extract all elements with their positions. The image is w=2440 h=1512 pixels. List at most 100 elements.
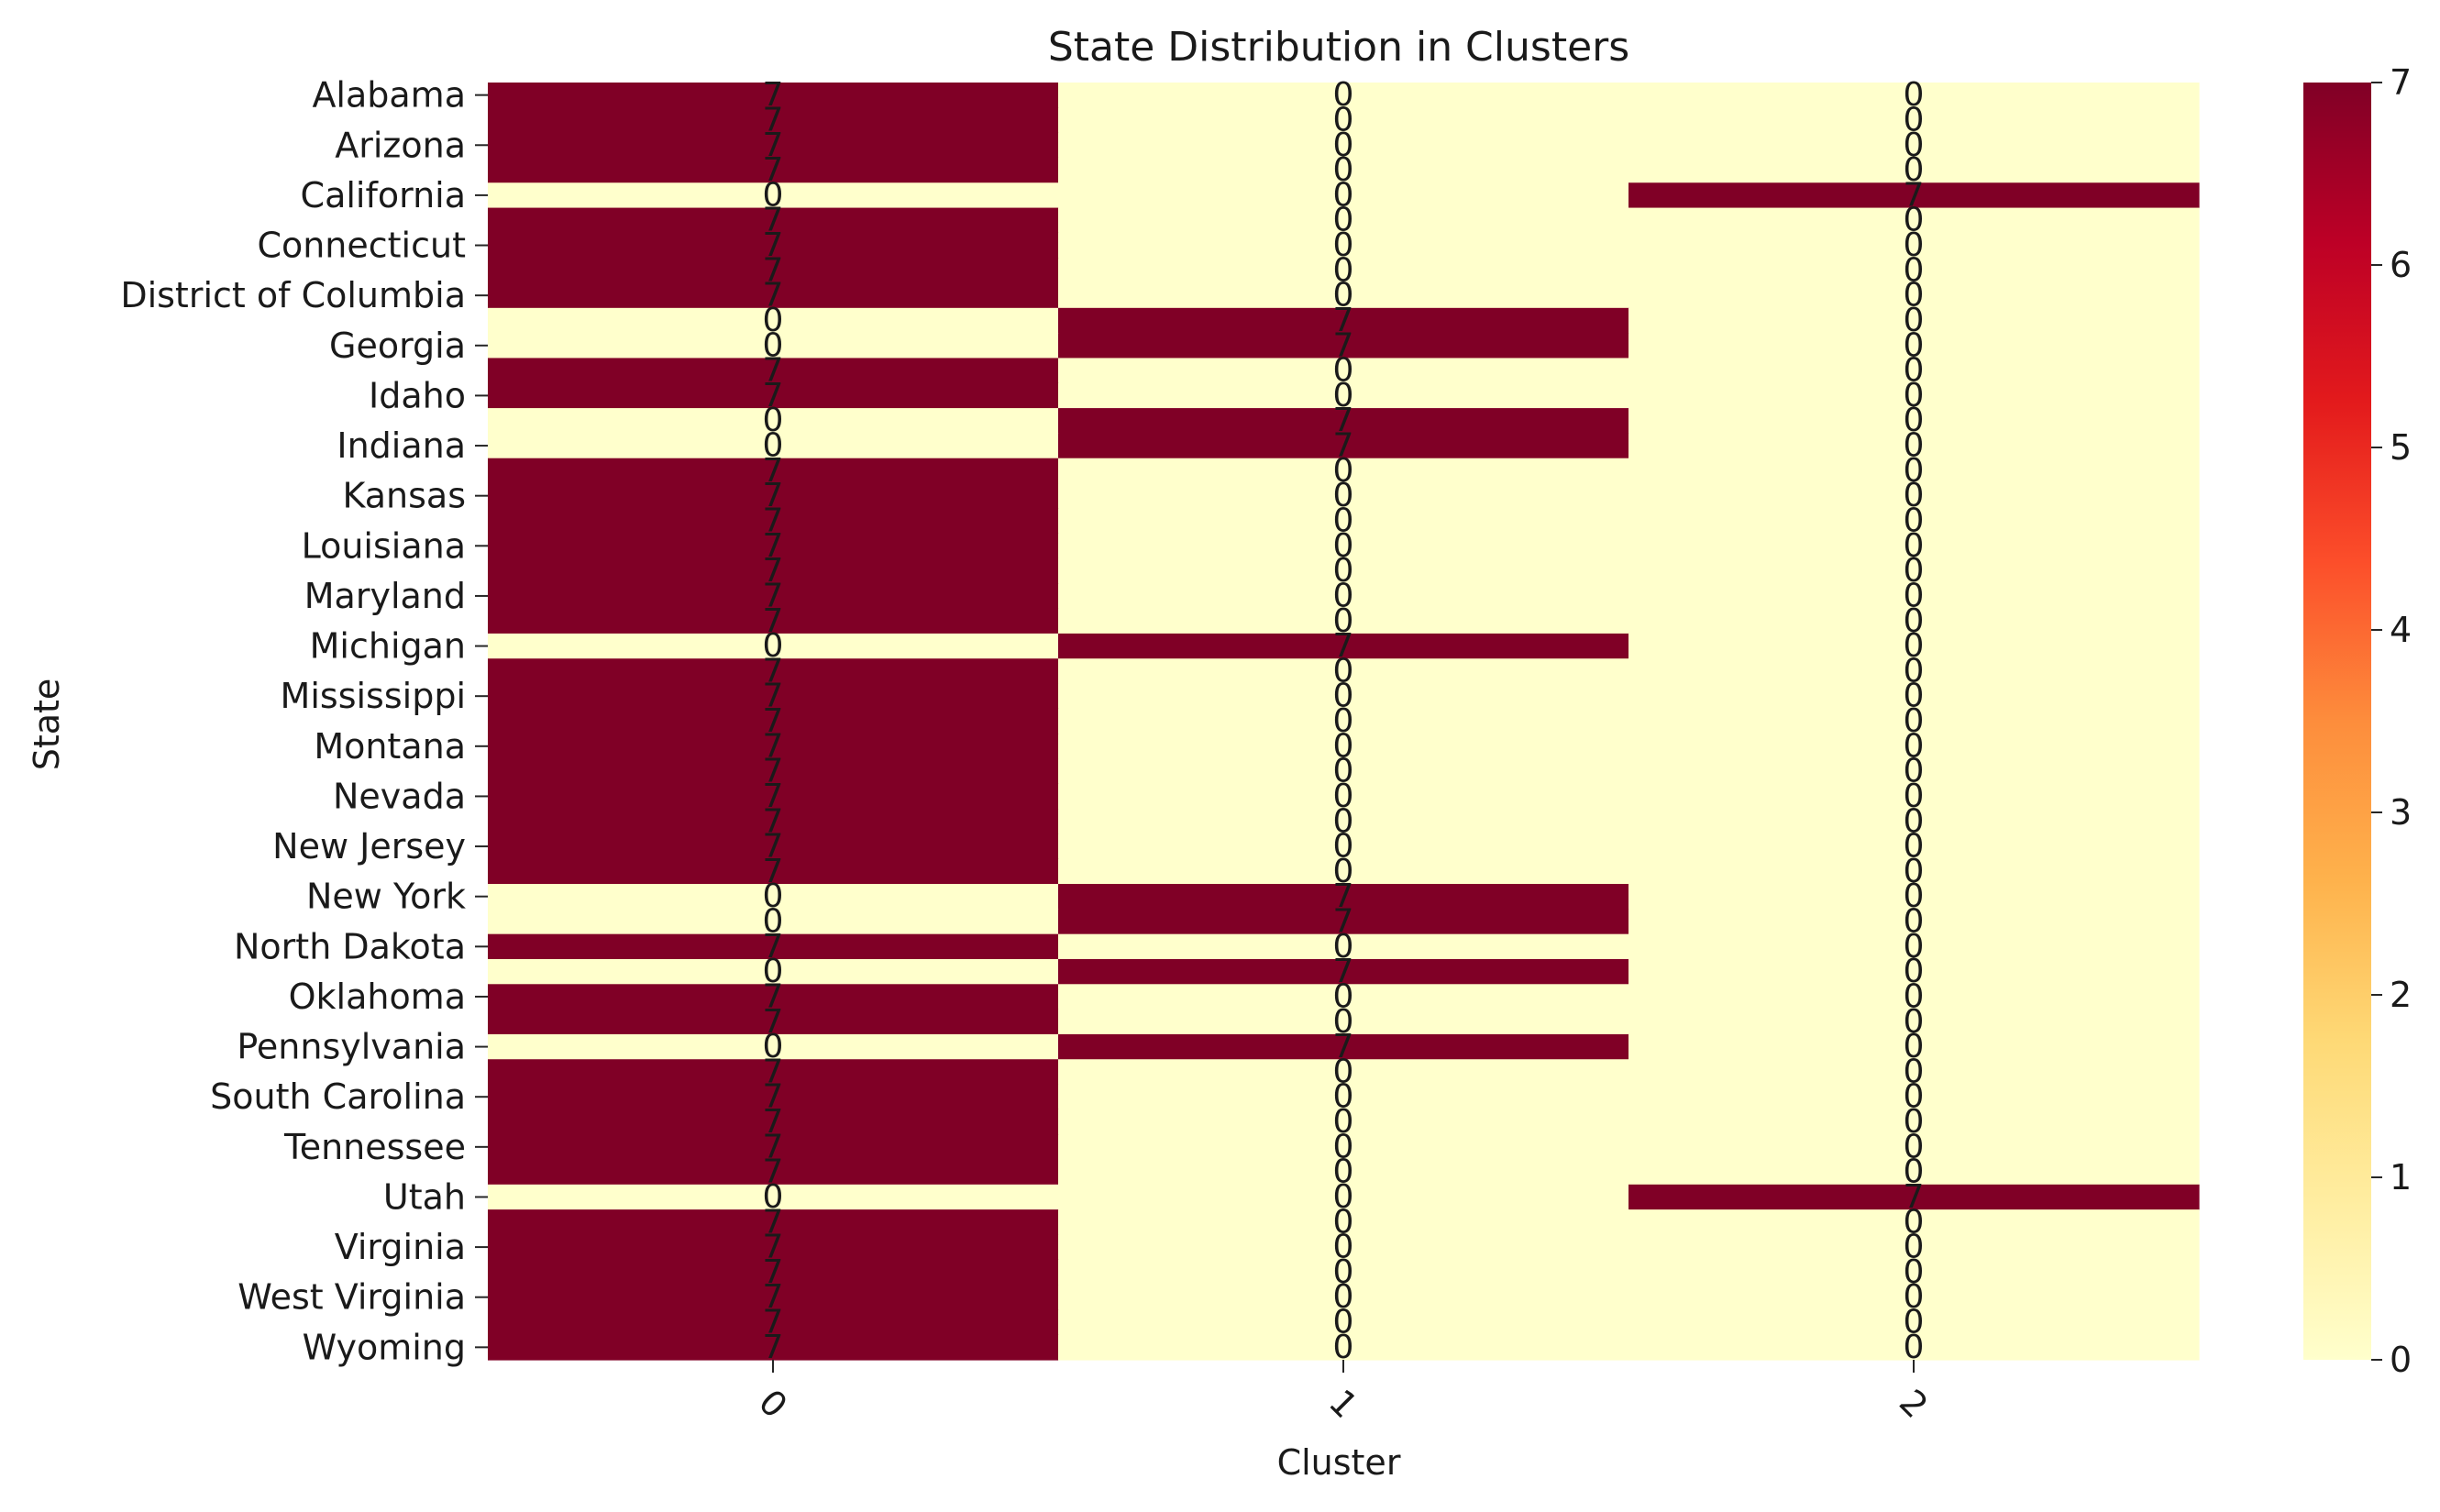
cell-annotation: 0: [1333, 176, 1354, 214]
cell-annotation: 0: [1904, 101, 1925, 138]
cell-annotation: 0: [1333, 277, 1354, 315]
cell-annotation: 7: [763, 151, 784, 189]
cell-annotation: 0: [1904, 402, 1925, 439]
heatmap-cell: [1629, 557, 2200, 584]
heatmap-cell: [488, 884, 1059, 910]
heatmap-cell: [1058, 207, 1629, 234]
heatmap-cell: [488, 984, 1059, 1010]
heatmap-cell: [1629, 83, 2200, 108]
y-tick-label: Alabama: [312, 75, 466, 116]
cell-annotation: 0: [1333, 352, 1354, 390]
heatmap-cell: [1629, 1334, 2200, 1361]
heatmap-cell: [1058, 1134, 1629, 1161]
cell-annotation: 0: [1904, 1053, 1925, 1090]
heatmap-cell: [488, 1209, 1059, 1236]
heatmap-cell: [1058, 508, 1629, 535]
colorbar-tick-label: 3: [2390, 792, 2412, 833]
heatmap-cell: [1058, 658, 1629, 685]
y-tick-label: Nevada: [333, 776, 466, 816]
heatmap-cell: [488, 232, 1059, 259]
y-tick-label: Utah: [383, 1176, 466, 1217]
cell-annotation: 7: [763, 1278, 784, 1316]
cell-annotation: 0: [1904, 1128, 1925, 1165]
cell-annotation: 7: [1333, 953, 1354, 990]
heatmap-cell: [1629, 758, 2200, 785]
heatmap-cell: [1058, 458, 1629, 484]
cell-annotation: 7: [763, 1203, 784, 1241]
cell-annotation: 0: [1333, 377, 1354, 414]
y-tick-label: Oklahoma: [289, 977, 466, 1017]
heatmap-cell: [488, 608, 1059, 635]
heatmap-cell: [1058, 533, 1629, 559]
cell-annotation: 0: [1904, 1253, 1925, 1291]
heatmap-cell: [1058, 408, 1629, 434]
heatmap-cell: [1629, 333, 2200, 359]
heatmap-cell: [1058, 232, 1629, 259]
heatmap-cell: [1629, 307, 2200, 334]
heatmap-cell: [1629, 232, 2200, 259]
heatmap-cell: [1058, 258, 1629, 284]
cell-annotation: 0: [763, 402, 784, 439]
cell-annotation: 0: [1904, 903, 1925, 941]
heatmap-cell: [1629, 282, 2200, 309]
heatmap-cell: [488, 1084, 1059, 1110]
cell-annotation: 0: [763, 326, 784, 364]
heatmap-cell: [488, 408, 1059, 434]
heatmap-cell: [1629, 1184, 2200, 1210]
heatmap-cell: [1629, 258, 2200, 284]
cell-annotation: 0: [1333, 1053, 1354, 1090]
heatmap-cell: [1629, 1309, 2200, 1336]
heatmap-cell: [1629, 1285, 2200, 1310]
colorbar-tick-label: 7: [2390, 62, 2412, 103]
heatmap-cell: [1629, 1109, 2200, 1135]
cell-annotation: 7: [763, 1003, 784, 1041]
cell-annotation: 7: [763, 226, 784, 264]
cell-annotation: 7: [1904, 176, 1925, 214]
cell-annotation: 0: [1904, 652, 1925, 690]
heatmap-cell: [1629, 1234, 2200, 1261]
cell-annotations: 7 0 07 0 07 0 07 0 00 0 77 0 07 0 07 0 07 0 00 7 00 7 07 0 07 0 00…: [763, 76, 1925, 1366]
heatmap-cell: [1058, 1285, 1629, 1310]
cell-annotation: 7: [763, 853, 784, 890]
cell-annotation: 0: [763, 427, 784, 465]
cell-annotation: 7: [1333, 877, 1354, 915]
cell-annotation: 7: [1333, 627, 1354, 665]
y-tick-label: Michigan: [310, 626, 466, 667]
cell-annotation: 7: [763, 1253, 784, 1291]
cell-annotation: 0: [1904, 1278, 1925, 1316]
cell-annotation: 0: [1904, 127, 1925, 164]
cell-annotation: 0: [1904, 202, 1925, 239]
cell-annotation: 0: [1333, 151, 1354, 189]
cell-annotation: 0: [1333, 1253, 1354, 1291]
heatmap-cell: [1629, 533, 2200, 559]
heatmap-cell: [488, 958, 1059, 985]
cell-annotation: 0: [1904, 76, 1925, 114]
y-tick-label: Idaho: [369, 375, 466, 415]
y-tick-label: Mississippi: [281, 676, 466, 716]
cell-annotation: 0: [1333, 1329, 1354, 1366]
chart-title: State Distribution in Clusters: [1048, 24, 1629, 71]
heatmap-cell: [488, 83, 1059, 108]
cell-annotation: 0: [1333, 1128, 1354, 1165]
colorbar-tick-label: 4: [2390, 610, 2412, 650]
cell-annotation: 0: [1904, 977, 1925, 1015]
cell-annotation: 7: [763, 1128, 784, 1165]
colorbar-gradient: [2303, 83, 2371, 1360]
cell-annotation: 0: [1333, 753, 1354, 790]
heatmap-cell: [1629, 1209, 2200, 1236]
heatmap-cell: [1058, 1234, 1629, 1261]
cell-annotation: 0: [1904, 1329, 1925, 1366]
heatmap-cell: [1629, 458, 2200, 484]
cell-annotation: 0: [1333, 202, 1354, 239]
heatmap-cell: [488, 333, 1059, 359]
cell-annotation: 0: [1904, 277, 1925, 315]
x-tick-label: 1: [1321, 1382, 1365, 1426]
heatmap-cell: [1058, 1084, 1629, 1110]
heatmap-cell: [488, 508, 1059, 535]
cell-annotation: 7: [763, 727, 784, 765]
cell-annotation: 0: [1904, 377, 1925, 414]
y-tick-label: Pennsylvania: [237, 1027, 466, 1067]
heatmap-cell: [488, 382, 1059, 409]
heatmap-cell: [1058, 132, 1629, 159]
heatmap-cell: [1629, 683, 2200, 710]
